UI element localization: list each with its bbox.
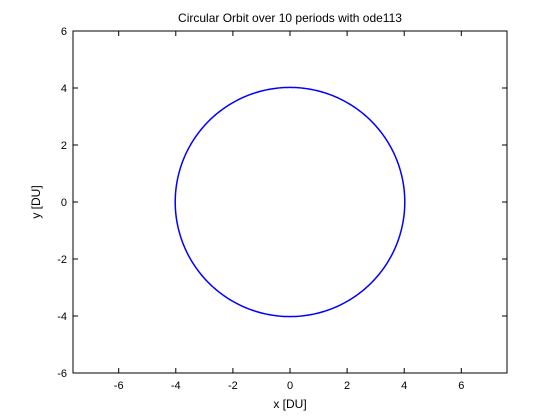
y-tick-label: 2 <box>61 140 67 152</box>
x-tick-label: -2 <box>228 380 238 392</box>
axes-background <box>73 31 507 373</box>
series-line-0 <box>174 86 406 318</box>
y-tick-label: -6 <box>57 368 67 380</box>
y-tick-label: -2 <box>57 254 67 266</box>
series-layer <box>174 86 406 318</box>
x-tick-label: 0 <box>287 380 293 392</box>
x-tick-label: -6 <box>114 380 124 392</box>
y-tick-label: 6 <box>61 26 67 38</box>
x-axis-label: x [DU] <box>273 397 306 411</box>
x-tick-label: -4 <box>171 380 181 392</box>
y-ticks: -6 -4 -2 0 2 4 6 <box>57 26 507 380</box>
y-axis-label: y [DU] <box>29 185 43 218</box>
x-tick-label: 2 <box>344 380 350 392</box>
y-tick-label: 4 <box>61 83 67 95</box>
x-tick-label: 6 <box>458 380 464 392</box>
chart-title: Circular Orbit over 10 periods with ode1… <box>178 11 402 25</box>
y-tick-label: 0 <box>61 197 67 209</box>
x-tick-label: 4 <box>401 380 407 392</box>
x-ticks: -6 -4 -2 0 2 4 6 <box>114 31 464 392</box>
y-tick-label: -4 <box>57 311 67 323</box>
